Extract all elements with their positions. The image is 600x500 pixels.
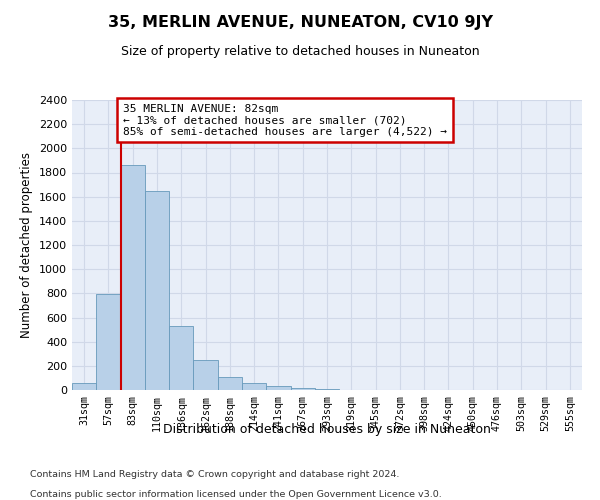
Bar [96,294,121,390]
Text: 35 MERLIN AVENUE: 82sqm
← 13% of detached houses are smaller (702)
85% of semi-d: 35 MERLIN AVENUE: 82sqm ← 13% of detache… [123,104,447,137]
Bar [145,190,169,390]
Bar [72,384,96,390]
Bar [242,383,266,390]
Text: Size of property relative to detached houses in Nuneaton: Size of property relative to detached ho… [121,45,479,58]
Bar [121,165,145,390]
Text: 35, MERLIN AVENUE, NUNEATON, CV10 9JY: 35, MERLIN AVENUE, NUNEATON, CV10 9JY [107,15,493,30]
Text: Contains HM Land Registry data © Crown copyright and database right 2024.: Contains HM Land Registry data © Crown c… [30,470,400,479]
Bar [290,388,315,390]
Bar [218,376,242,390]
Text: Contains public sector information licensed under the Open Government Licence v3: Contains public sector information licen… [30,490,442,499]
Bar [315,389,339,390]
Text: Distribution of detached houses by size in Nuneaton: Distribution of detached houses by size … [163,422,491,436]
Bar [193,360,218,390]
Y-axis label: Number of detached properties: Number of detached properties [20,152,34,338]
Bar [169,326,193,390]
Bar [266,386,290,390]
